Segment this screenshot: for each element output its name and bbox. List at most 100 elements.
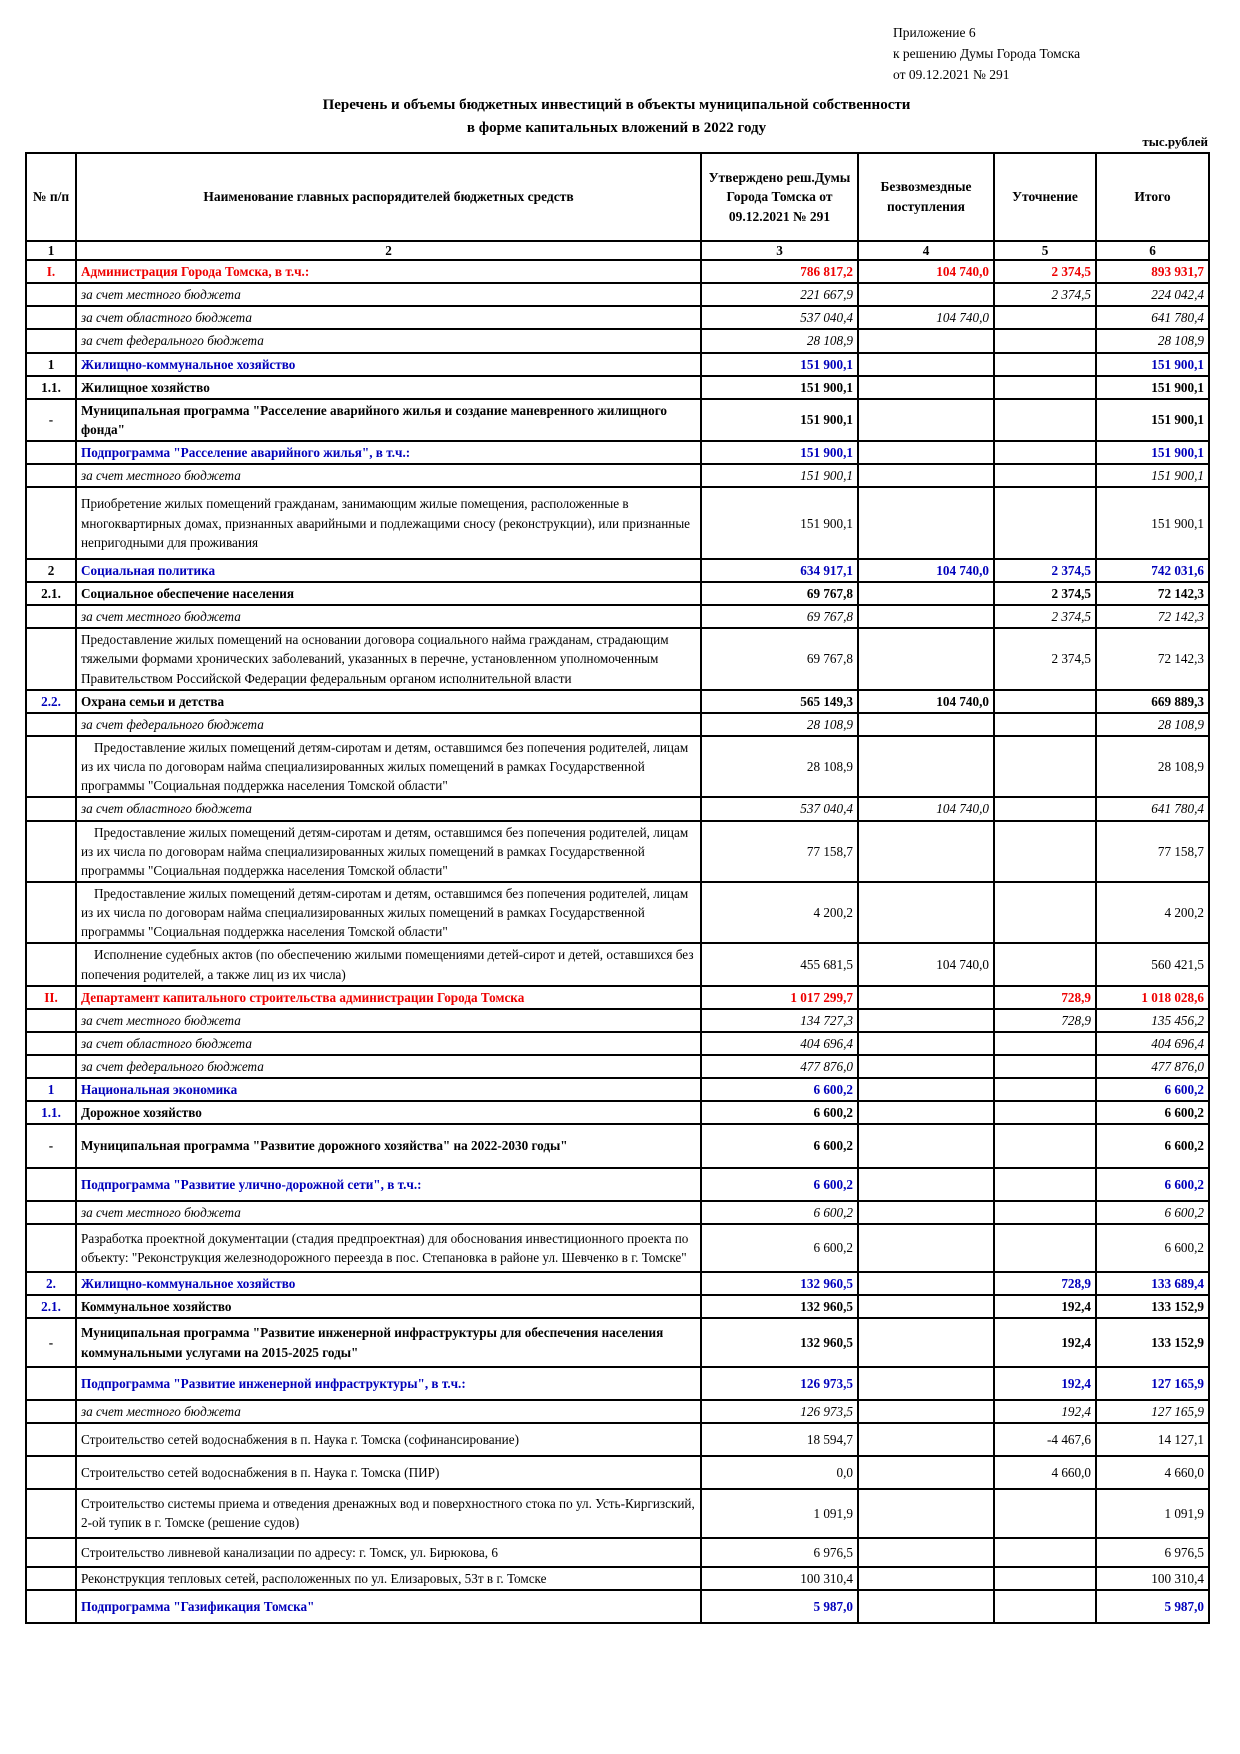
gratuitous-value-cell: 104 740,0 <box>857 557 995 583</box>
gratuitous-value-cell <box>857 880 995 945</box>
gratuitous-value-cell <box>857 1199 995 1225</box>
page-title-line: Перечень и объемы бюджетных инвестиций в… <box>322 97 911 113</box>
row-number-cell <box>25 942 77 987</box>
row-name-cell: Предоставление жилых помещений детям-сир… <box>75 734 702 799</box>
row-name-cell: Строительство системы приема и отведения… <box>75 1488 702 1539</box>
total-value-cell: 1 091,9 <box>1095 1488 1210 1539</box>
row-name-cell: за счет местного бюджета <box>75 604 702 630</box>
gratuitous-value-cell <box>857 1007 995 1033</box>
approved-value-cell: 126 973,5 <box>700 1365 859 1401</box>
row-number-cell <box>25 1398 77 1425</box>
table-row: 1 Национальная экономика 6 600,2 6 600,2 <box>25 1077 1210 1103</box>
row-name-cell: за счет местного бюджета <box>75 282 702 308</box>
row-name-cell: Строительство ливневой канализации по ад… <box>75 1536 702 1568</box>
row-number-cell <box>25 1422 77 1458</box>
approved-value-cell: 1 017 299,7 <box>700 984 859 1010</box>
row-number-cell <box>25 1365 77 1401</box>
gratuitous-value-cell <box>857 604 995 630</box>
gratuitous-value-cell: 104 740,0 <box>857 942 995 987</box>
approved-value-cell: 132 960,5 <box>700 1271 859 1297</box>
header-approved: Утверждено реш.Думы Города Томска от 09.… <box>700 152 859 242</box>
gratuitous-value-cell <box>857 819 995 883</box>
clarification-value-cell: 728,9 <box>993 984 1097 1010</box>
row-number-cell: II. <box>25 984 77 1010</box>
clarification-value-cell <box>993 942 1097 987</box>
approved-value-cell: 6 600,2 <box>700 1123 859 1169</box>
row-name-cell: Охрана семьи и детства <box>75 688 702 714</box>
row-number-cell <box>25 1536 77 1568</box>
table-row: I. Администрация Города Томска, в т.ч.: 78… <box>25 258 1210 285</box>
table-row: за счет местного бюджета 69 767,8 2 374,5 7… <box>25 604 1210 630</box>
table-row: за счет федерального бюджета 28 108,9 28 1… <box>25 328 1210 354</box>
row-number-cell <box>25 627 77 691</box>
total-value-cell: 6 600,2 <box>1095 1199 1210 1225</box>
row-number-cell <box>25 1166 77 1202</box>
row-number-cell: 1.1. <box>25 374 77 400</box>
row-number-cell <box>25 1565 77 1591</box>
clarification-value-cell <box>993 328 1097 354</box>
total-value-cell: 224 042,4 <box>1095 282 1210 308</box>
row-number-cell: - <box>25 397 77 443</box>
approved-value-cell: 455 681,5 <box>700 942 859 987</box>
gratuitous-value-cell <box>857 1123 995 1169</box>
row-number-cell: 1 <box>25 1077 77 1103</box>
row-name-cell: Строительство сетей водоснабжения в п. Н… <box>75 1455 702 1491</box>
gratuitous-value-cell <box>857 486 995 560</box>
approved-value-cell: 126 973,5 <box>700 1398 859 1425</box>
clarification-value-cell: 728,9 <box>993 1007 1097 1033</box>
approved-value-cell: 565 149,3 <box>700 688 859 714</box>
total-value-cell: 477 876,0 <box>1095 1054 1210 1080</box>
total-value-cell: 5 987,0 <box>1095 1588 1210 1625</box>
total-value-cell: 28 108,9 <box>1095 734 1210 799</box>
approved-value-cell: 1 091,9 <box>700 1488 859 1539</box>
table-header-row: № п/п Наименование главных распорядителе… <box>25 152 1210 242</box>
gratuitous-value-cell <box>857 374 995 400</box>
table-row: за счет местного бюджета 151 900,1 151 900… <box>25 463 1210 489</box>
approved-value-cell: 151 900,1 <box>700 351 859 377</box>
approved-value-cell: 69 767,8 <box>700 604 859 630</box>
total-value-cell: 28 108,9 <box>1095 711 1210 737</box>
total-value-cell: 77 158,7 <box>1095 819 1210 883</box>
approved-value-cell: 221 667,9 <box>700 282 859 308</box>
row-number-cell <box>25 282 77 308</box>
approved-value-cell: 151 900,1 <box>700 397 859 443</box>
row-name-cell: Жилищное хозяйство <box>75 374 702 400</box>
clarification-value-cell <box>993 440 1097 466</box>
column-number: 6 <box>1095 240 1210 261</box>
budget-table-body: I. Администрация Города Томска, в т.ч.: 78… <box>25 258 1210 1625</box>
approved-value-cell: 77 158,7 <box>700 819 859 883</box>
table-row: 2.1. Коммунальное хозяйство 132 960,5 192,4… <box>25 1294 1210 1320</box>
total-value-cell: 151 900,1 <box>1095 486 1210 560</box>
approved-value-cell: 28 108,9 <box>700 734 859 799</box>
approved-value-cell: 151 900,1 <box>700 440 859 466</box>
clarification-value-cell: 2 374,5 <box>993 258 1097 285</box>
approved-value-cell: 537 040,4 <box>700 796 859 822</box>
row-number-cell <box>25 604 77 630</box>
total-value-cell: 669 889,3 <box>1095 688 1210 714</box>
approved-value-cell: 477 876,0 <box>700 1054 859 1080</box>
total-value-cell: 641 780,4 <box>1095 305 1210 331</box>
table-row: - Муниципальная программа "Расселение ава… <box>25 397 1210 443</box>
gratuitous-value-cell <box>857 711 995 737</box>
total-value-cell: 742 031,6 <box>1095 557 1210 583</box>
clarification-value-cell <box>993 1199 1097 1225</box>
row-name-cell: за счет областного бюджета <box>75 305 702 331</box>
total-value-cell: 404 696,4 <box>1095 1030 1210 1057</box>
row-name-cell: Строительство сетей водоснабжения в п. Н… <box>75 1422 702 1458</box>
table-row: - Муниципальная программа "Развитие инжен… <box>25 1317 1210 1368</box>
clarification-value-cell: 728,9 <box>993 1271 1097 1297</box>
annotation-line: Приложение 6 <box>893 25 976 40</box>
total-value-cell: 28 108,9 <box>1095 328 1210 354</box>
clarification-value-cell: -4 467,6 <box>993 1422 1097 1458</box>
row-name-cell: Жилищно-коммунальное хозяйство <box>75 351 702 377</box>
table-row: Исполнение судебных актов (по обеспечени… <box>25 942 1210 987</box>
approved-value-cell: 4 200,2 <box>700 880 859 945</box>
total-value-cell: 135 456,2 <box>1095 1007 1210 1033</box>
table-row: Разработка проектной документации (стади… <box>25 1222 1210 1274</box>
header-clarification: Уточнение <box>993 152 1097 242</box>
approved-value-cell: 6 600,2 <box>700 1077 859 1103</box>
total-value-cell: 6 600,2 <box>1095 1222 1210 1274</box>
table-row: за счет областного бюджета 537 040,4 104 7… <box>25 796 1210 822</box>
row-number-cell <box>25 819 77 883</box>
row-name-cell: Национальная экономика <box>75 1077 702 1103</box>
